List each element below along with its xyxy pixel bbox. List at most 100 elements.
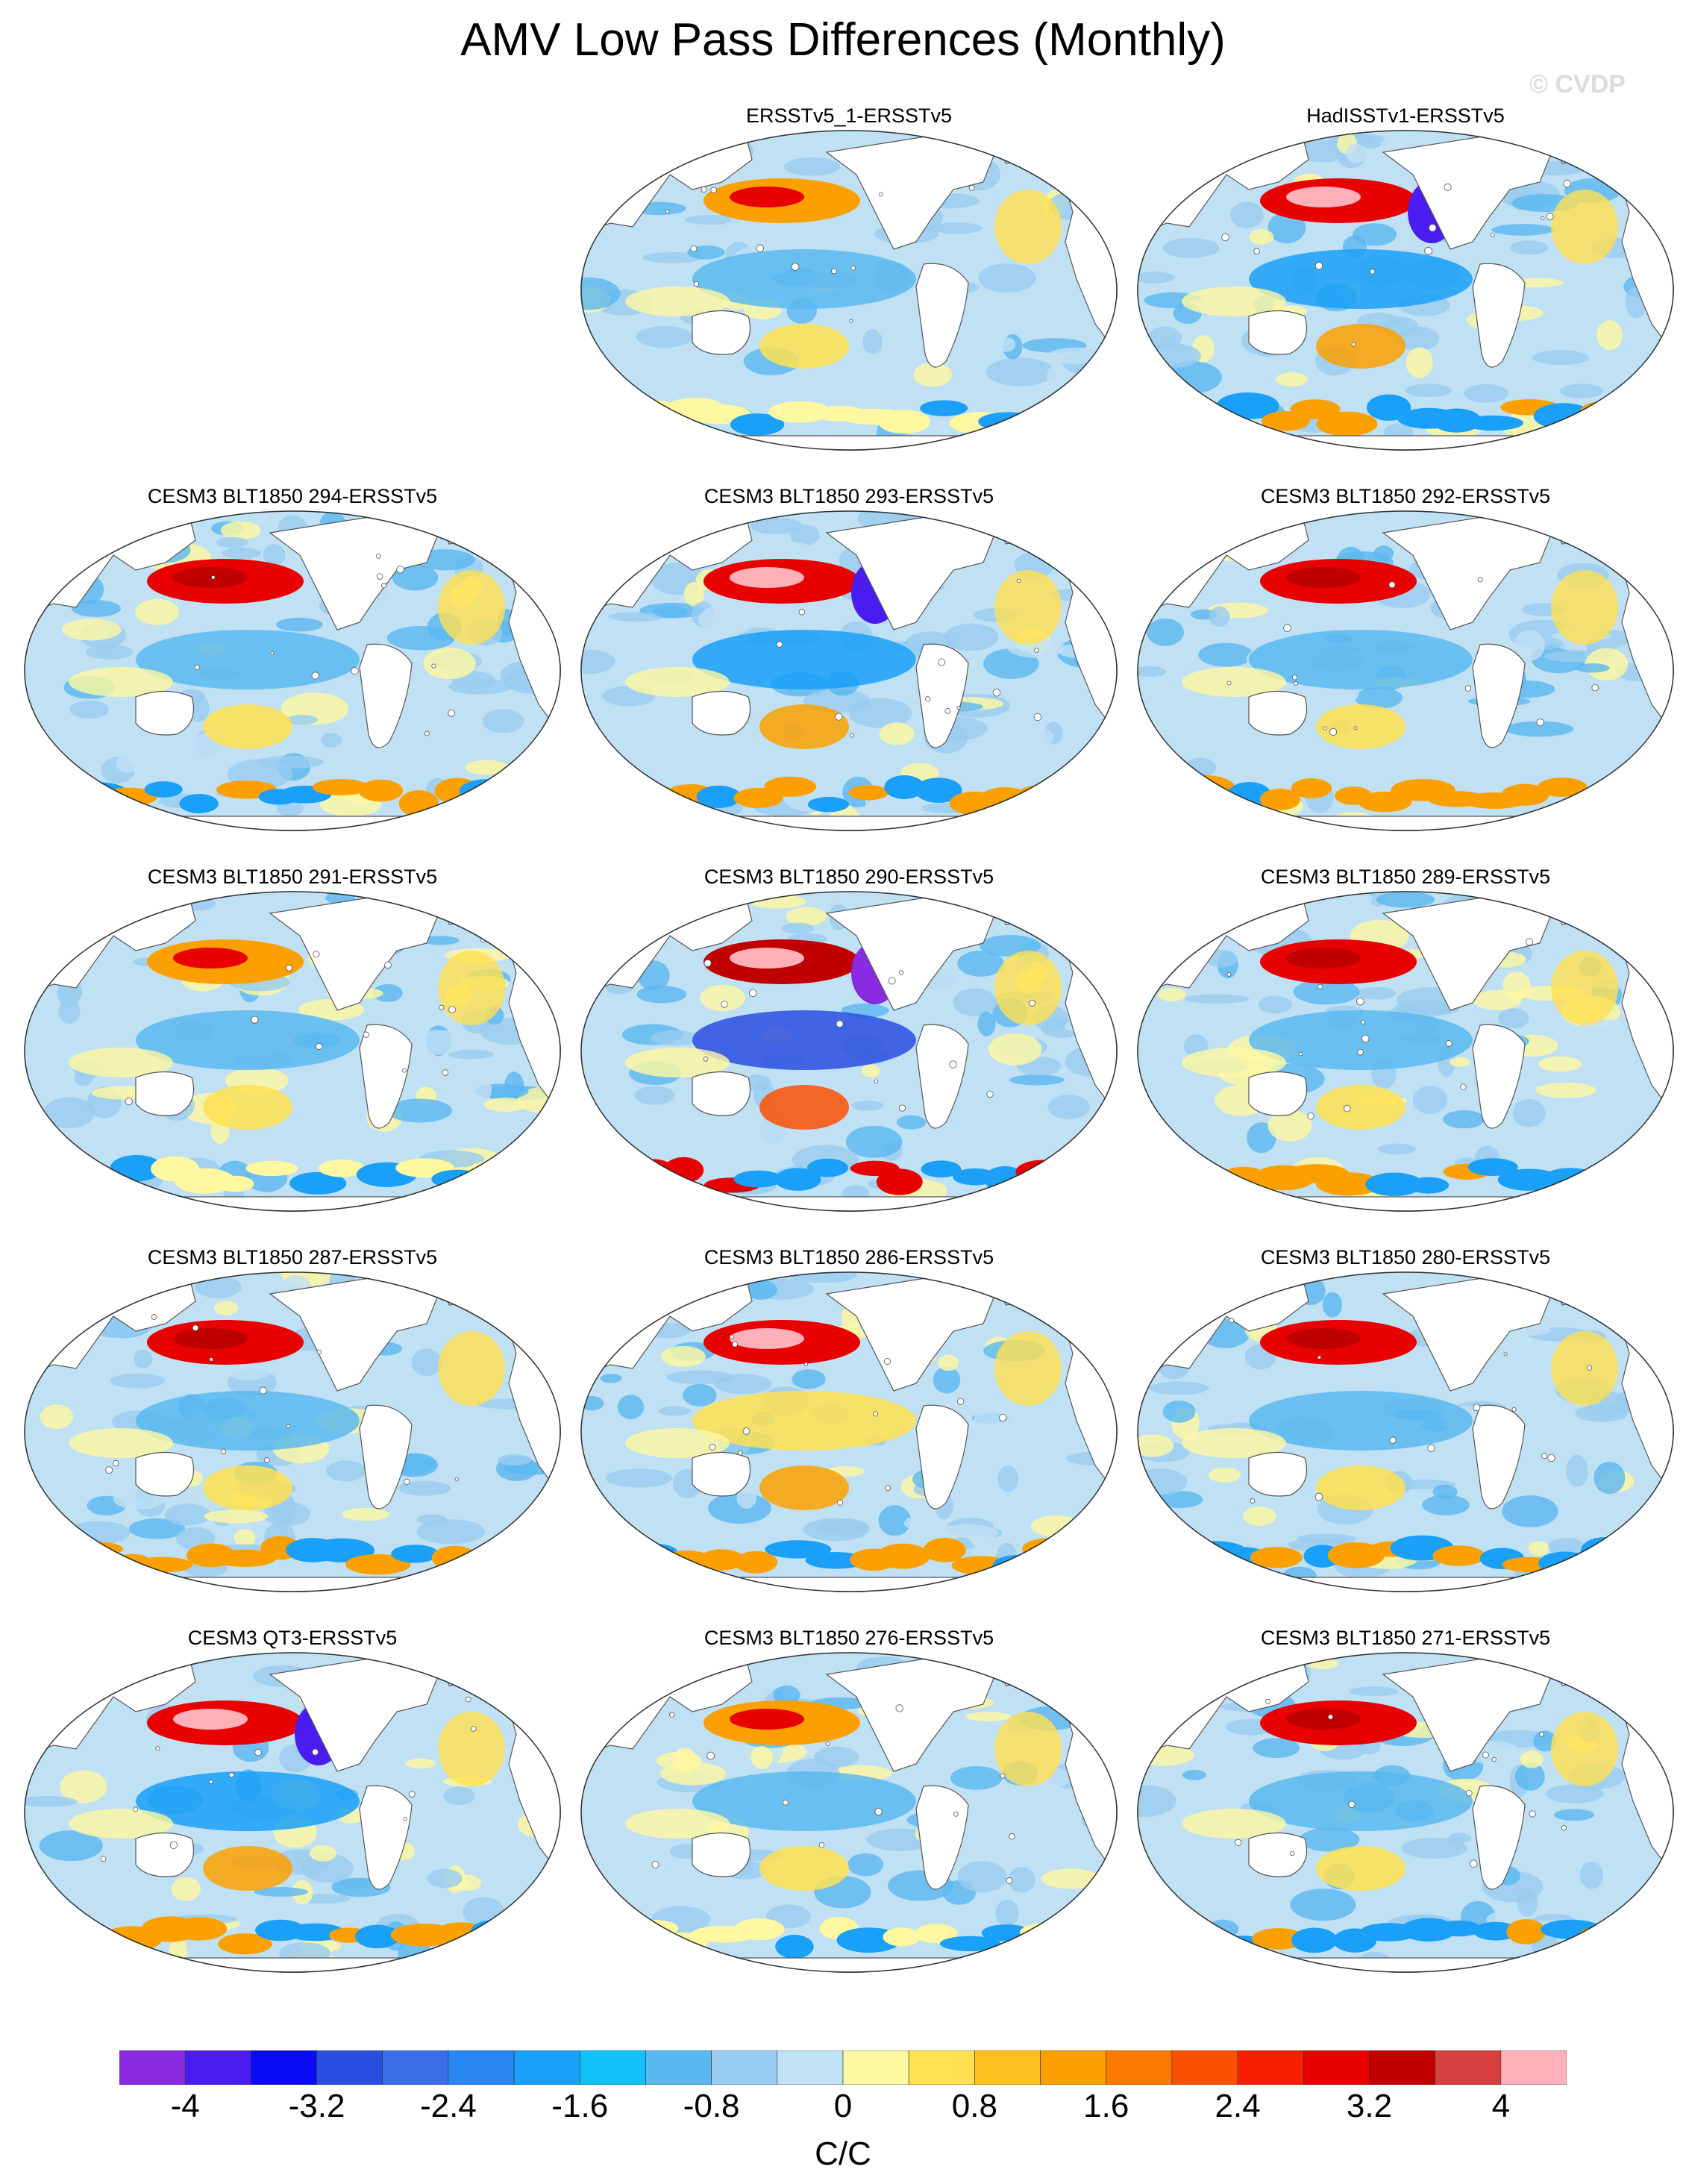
island [1511,1407,1517,1412]
anomaly-patch [1514,630,1545,661]
south-pacific-anomaly [203,1465,292,1510]
land-mass [1248,1832,1308,1877]
island [1464,685,1472,692]
anomaly-patch [767,748,810,772]
island [1547,1454,1555,1462]
anomaly-patch [642,251,703,263]
robinson-map [580,130,1118,451]
anomaly-patch [1276,372,1309,387]
atlantic-anomaly [994,1712,1062,1786]
anomaly-patch [104,1112,174,1140]
island [376,573,383,580]
island [403,1817,407,1821]
southern-ocean-anomaly [920,400,968,416]
island [709,1444,716,1451]
atlantic-anomaly [438,570,505,645]
south-pacific-anomaly [1316,1846,1405,1891]
anomaly-patch [1290,1889,1356,1921]
south-pacific-anomaly [203,1846,292,1891]
robinson-map [24,510,561,831]
anomaly-patch [1047,363,1066,393]
southern-ocean-anomaly [1538,1551,1591,1575]
island [1009,1833,1015,1840]
southern-ocean-anomaly [1577,1926,1627,1949]
map-boundary [580,510,1118,831]
southern-ocean-anomaly [1366,394,1411,421]
island [112,1459,119,1467]
southern-ocean-anomaly [992,1554,1043,1577]
equatorial-anomaly [1249,1391,1473,1451]
island [1314,1492,1323,1501]
southern-ocean-anomaly [1541,1168,1599,1193]
island [1307,1113,1314,1120]
anomaly-patch [1137,1434,1174,1457]
southern-ocean-anomaly [312,778,369,795]
land-mass [1137,1577,1674,1592]
southern-ocean-anomaly [80,1170,119,1186]
north-pacific-core [173,567,248,588]
anomaly-patch [1405,347,1433,378]
island [986,1090,994,1098]
anomaly-patch [254,1887,309,1897]
island [721,1001,728,1008]
colorbar-tick-label: -3.2 [288,2088,345,2124]
map-panel: CESM3 QT3-ERSSTv5 [16,1627,568,2000]
anomaly-patch [1532,350,1590,366]
island [1586,1365,1593,1371]
anomaly-patch [993,1430,1045,1440]
island [1317,1355,1321,1359]
land-mass [1137,816,1674,831]
south-pacific-anomaly [203,704,292,749]
island [1327,1714,1334,1720]
anomaly-patch [634,1086,675,1105]
anomaly-patch [861,1064,881,1077]
southern-ocean-anomaly [1506,1918,1546,1944]
anomaly-patch [427,1868,463,1889]
island [1469,1859,1478,1868]
anomaly-patch [1575,663,1610,673]
indian-ocean-anomaly [1182,1048,1286,1077]
island [1351,342,1356,347]
anomaly-patch [497,1454,532,1465]
anomaly-patch [483,709,524,733]
island [1006,1877,1013,1884]
panel-title: CESM3 BLT1850 289-ERSSTv5 [1260,866,1551,888]
panel-title: ERSSTv5_1-ERSSTv5 [745,104,953,127]
island [209,1357,213,1362]
anomaly-patch [698,604,757,636]
anomaly-patch [135,598,180,625]
island [1034,648,1039,653]
island [1329,728,1338,736]
island [1491,1756,1497,1762]
island [259,1386,267,1395]
anomaly-patch [392,565,439,591]
equatorial-anomaly [1249,249,1473,309]
island [220,1448,227,1454]
island [873,1411,879,1417]
anomaly-patch [973,1409,1013,1434]
southern-ocean-anomaly [1053,1549,1106,1575]
anomaly-patch [257,907,278,922]
anomaly-patch [1041,1868,1101,1889]
anomaly-patch [977,1011,996,1036]
island [1361,1020,1365,1024]
southern-ocean-anomaly [495,783,557,807]
map-boundary [1137,510,1674,831]
island [1465,1789,1473,1797]
anomaly-patch [1157,988,1186,1001]
anomaly-patch [1209,606,1230,628]
robinson-map [1137,510,1674,831]
island [1000,1773,1006,1779]
island [1482,1751,1489,1759]
island [1226,971,1232,977]
southern-ocean-anomaly [764,776,817,797]
island [874,1807,883,1816]
north-pacific-core [173,1709,248,1730]
anomaly-patch [789,1271,857,1283]
anomaly-patch [1443,1110,1485,1129]
colorbar-swatch [645,2050,712,2085]
island [878,192,883,197]
anomaly-patch [680,1139,705,1159]
south-pacific-anomaly [203,1085,292,1130]
island [169,1841,178,1849]
